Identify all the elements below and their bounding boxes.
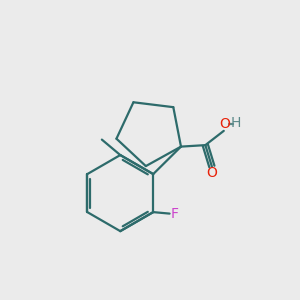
Text: F: F [171,207,179,220]
Text: O: O [219,117,230,131]
Text: O: O [206,166,217,180]
Text: H: H [230,116,241,130]
